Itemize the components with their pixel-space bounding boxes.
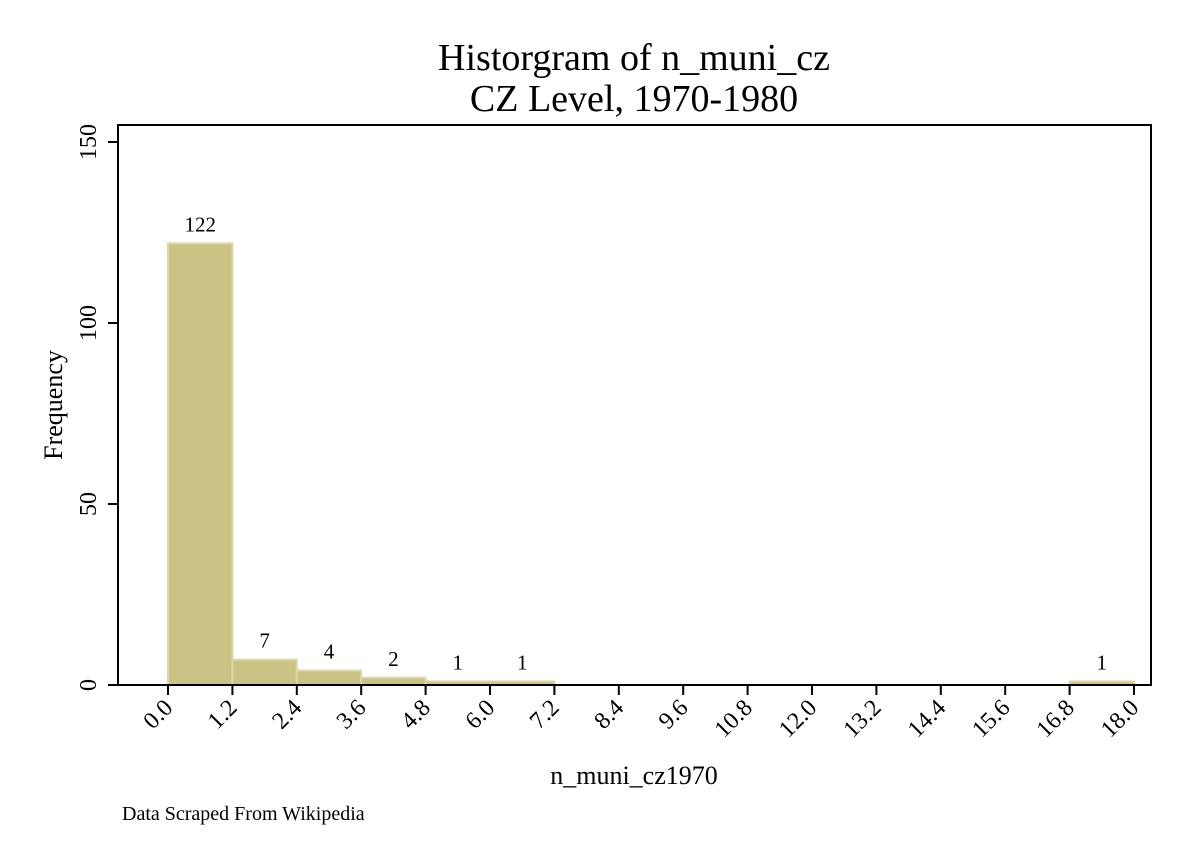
x-tick-label: 8.4 <box>589 695 629 735</box>
y-tick-label: 50 <box>76 492 102 516</box>
bars-group <box>167 242 1135 687</box>
bar-labels-group: 122 7 4 2 1 1 1 <box>184 212 1107 674</box>
chart-title-line-1: Historgram of n_muni_cz <box>438 37 830 79</box>
histogram-bar <box>295 669 363 687</box>
x-tick-label: 9.6 <box>654 695 694 735</box>
x-axis-title: n_muni_cz1970 <box>550 761 718 790</box>
x-tick-label: 10.8 <box>710 695 758 743</box>
x-tick-label: 4.8 <box>396 695 436 735</box>
histogram-bar <box>360 676 427 687</box>
x-tick-label: 16.8 <box>1032 695 1080 743</box>
bar-value-label: 1 <box>517 650 528 674</box>
x-tick-label: 12.0 <box>774 695 822 743</box>
y-tick-label: 150 <box>76 124 102 160</box>
x-tick-label: 15.6 <box>967 695 1015 743</box>
x-tick-label: 13.2 <box>839 695 887 743</box>
plot-frame <box>117 124 1152 686</box>
x-tick-label: 7.2 <box>525 695 565 735</box>
y-axis-title: Frequency <box>39 350 68 460</box>
bar-value-label: 2 <box>388 647 399 671</box>
histogram-bar <box>231 658 298 686</box>
x-tick-label: 2.4 <box>267 695 307 735</box>
bar-value-label: 7 <box>259 629 270 653</box>
x-tick-label: 0.0 <box>139 695 179 735</box>
y-tick-label: 100 <box>76 305 102 341</box>
x-tick-label: 3.6 <box>332 695 372 735</box>
bar-value-label: 4 <box>324 640 335 664</box>
x-tick-label: 1.2 <box>203 695 243 735</box>
bar-value-label: 1 <box>453 650 464 674</box>
x-tick-label: 6.0 <box>461 695 501 735</box>
y-tick-label: 0 <box>76 679 102 691</box>
bar-value-label: 122 <box>184 212 216 236</box>
y-axis: 0 50 100 150 <box>76 124 118 691</box>
chart-note: Data Scraped From Wikipedia <box>122 803 365 825</box>
bar-value-label: 1 <box>1097 650 1108 674</box>
histogram-bar <box>167 242 234 687</box>
x-axis: 0.0 1.2 2.4 3.6 4.8 6.0 7.2 8.4 9.6 10.8 12.0 13.2 1… <box>139 685 1144 743</box>
x-tick-label: 18.0 <box>1096 695 1144 743</box>
chart-title-line-2: CZ Level, 1970-1980 <box>470 78 798 120</box>
x-tick-label: 14.4 <box>903 695 951 743</box>
